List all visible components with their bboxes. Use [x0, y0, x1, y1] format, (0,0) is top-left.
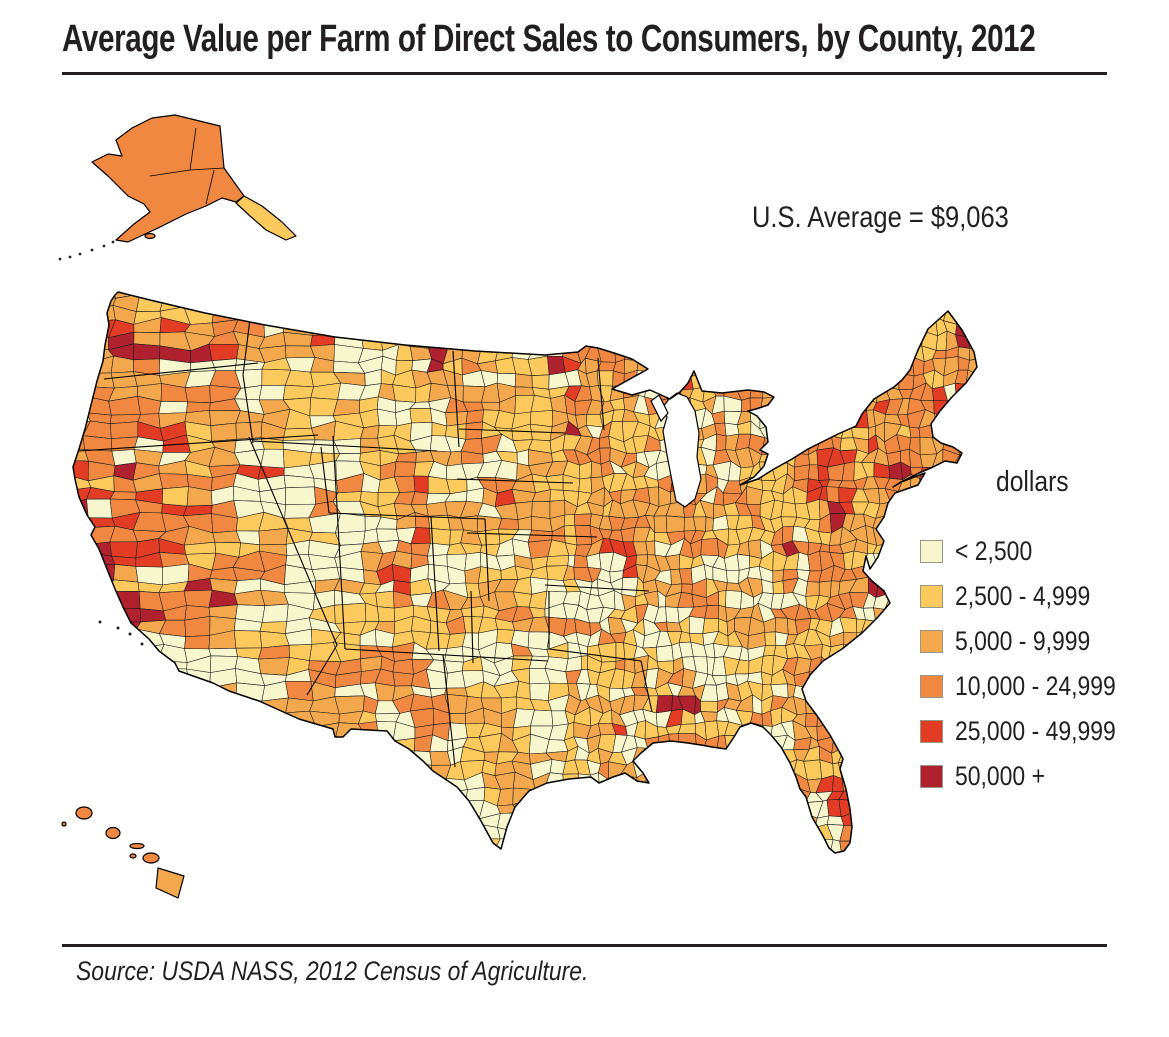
- legend-title: dollars: [996, 466, 1069, 498]
- source-text: Source: USDA NASS, 2012 Census of Agricu…: [76, 956, 589, 986]
- legend-swatch: [920, 674, 943, 698]
- legend-item: 5,000 - 9,999: [920, 626, 1169, 656]
- channel-islands-dot: [140, 642, 144, 646]
- legend-rows: < 2,500 2,500 - 4,999 5,000 - 9,999 10,000 …: [920, 536, 1169, 791]
- source-divider-line: [62, 944, 1107, 947]
- channel-islands-dot: [98, 620, 102, 624]
- county-mosaic: [73, 292, 977, 853]
- legend-label: < 2,500: [955, 535, 1033, 566]
- page-title-text: Average Value per Farm of Direct Sales t…: [62, 18, 1036, 60]
- legend-item: 50,000 +: [920, 761, 1169, 791]
- legend-label: 2,500 - 4,999: [955, 580, 1091, 611]
- alaska-inset: [58, 114, 297, 261]
- legend-swatch: [920, 764, 943, 788]
- legend-label: 50,000 +: [955, 760, 1045, 791]
- lower48-outline: [72, 291, 978, 854]
- legend-item: 2,500 - 4,999: [920, 581, 1169, 611]
- hawaii-inset: [61, 806, 185, 899]
- legend-label: 5,000 - 9,999: [955, 625, 1091, 656]
- legend-swatch: [920, 629, 943, 653]
- legend-swatch: [920, 539, 943, 563]
- state-borders: [78, 302, 653, 768]
- legend-label: 10,000 - 24,999: [955, 670, 1116, 701]
- legend-item: 25,000 - 49,999: [920, 716, 1169, 746]
- legend-item: 10,000 - 24,999: [920, 671, 1169, 701]
- lake-michigan: [650, 392, 702, 508]
- channel-islands-dot: [128, 632, 132, 636]
- us-average-text: U.S. Average = $9,063: [752, 201, 1009, 234]
- title-divider-line: [62, 72, 1107, 75]
- legend-label: 25,000 - 49,999: [955, 715, 1116, 746]
- channel-islands-dot: [116, 626, 120, 630]
- us-average-annotation: U.S. Average = $9,063: [752, 201, 1054, 235]
- legend-swatch: [920, 584, 943, 608]
- page-title: Average Value per Farm of Direct Sales t…: [62, 18, 1169, 61]
- legend-item: < 2,500: [920, 536, 1169, 566]
- legend-swatch: [920, 719, 943, 743]
- source-note: Source: USDA NASS, 2012 Census of Agricu…: [76, 956, 679, 987]
- map-legend: dollars < 2,500 2,500 - 4,999 5,000 - 9,99…: [920, 466, 1169, 791]
